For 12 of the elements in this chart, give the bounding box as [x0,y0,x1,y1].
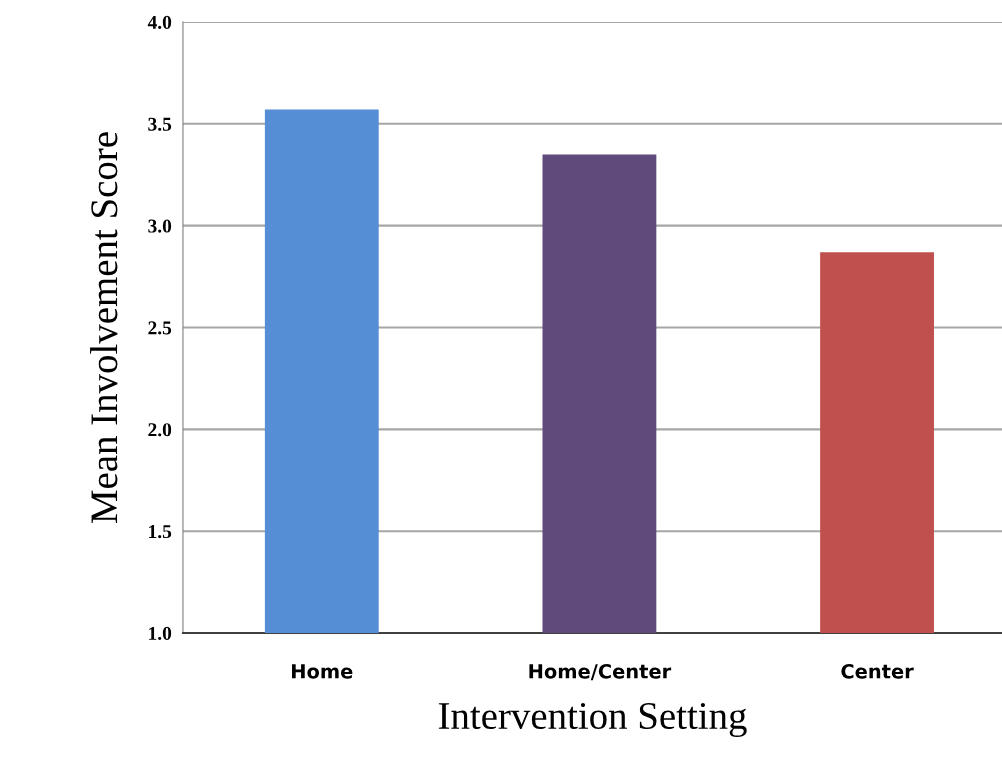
x-axis-title: Intervention Setting [438,702,747,738]
x-tick-label: Home [292,664,353,679]
y-tick-label: 1.0 [149,626,172,641]
y-tick-label: 2.0 [148,423,172,437]
y-axis-title: Mean Involvement Score [90,132,118,523]
y-tick-label: 3.5 [148,117,172,131]
y-tick-label: 2.5 [148,321,172,335]
x-tick-label: Home/Center [529,663,672,681]
y-tick-label: 1.5 [149,525,172,539]
y-tick-label: 4.0 [147,15,172,30]
x-tick-label: Center [841,663,914,679]
y-tick-label: 3.0 [148,219,172,233]
